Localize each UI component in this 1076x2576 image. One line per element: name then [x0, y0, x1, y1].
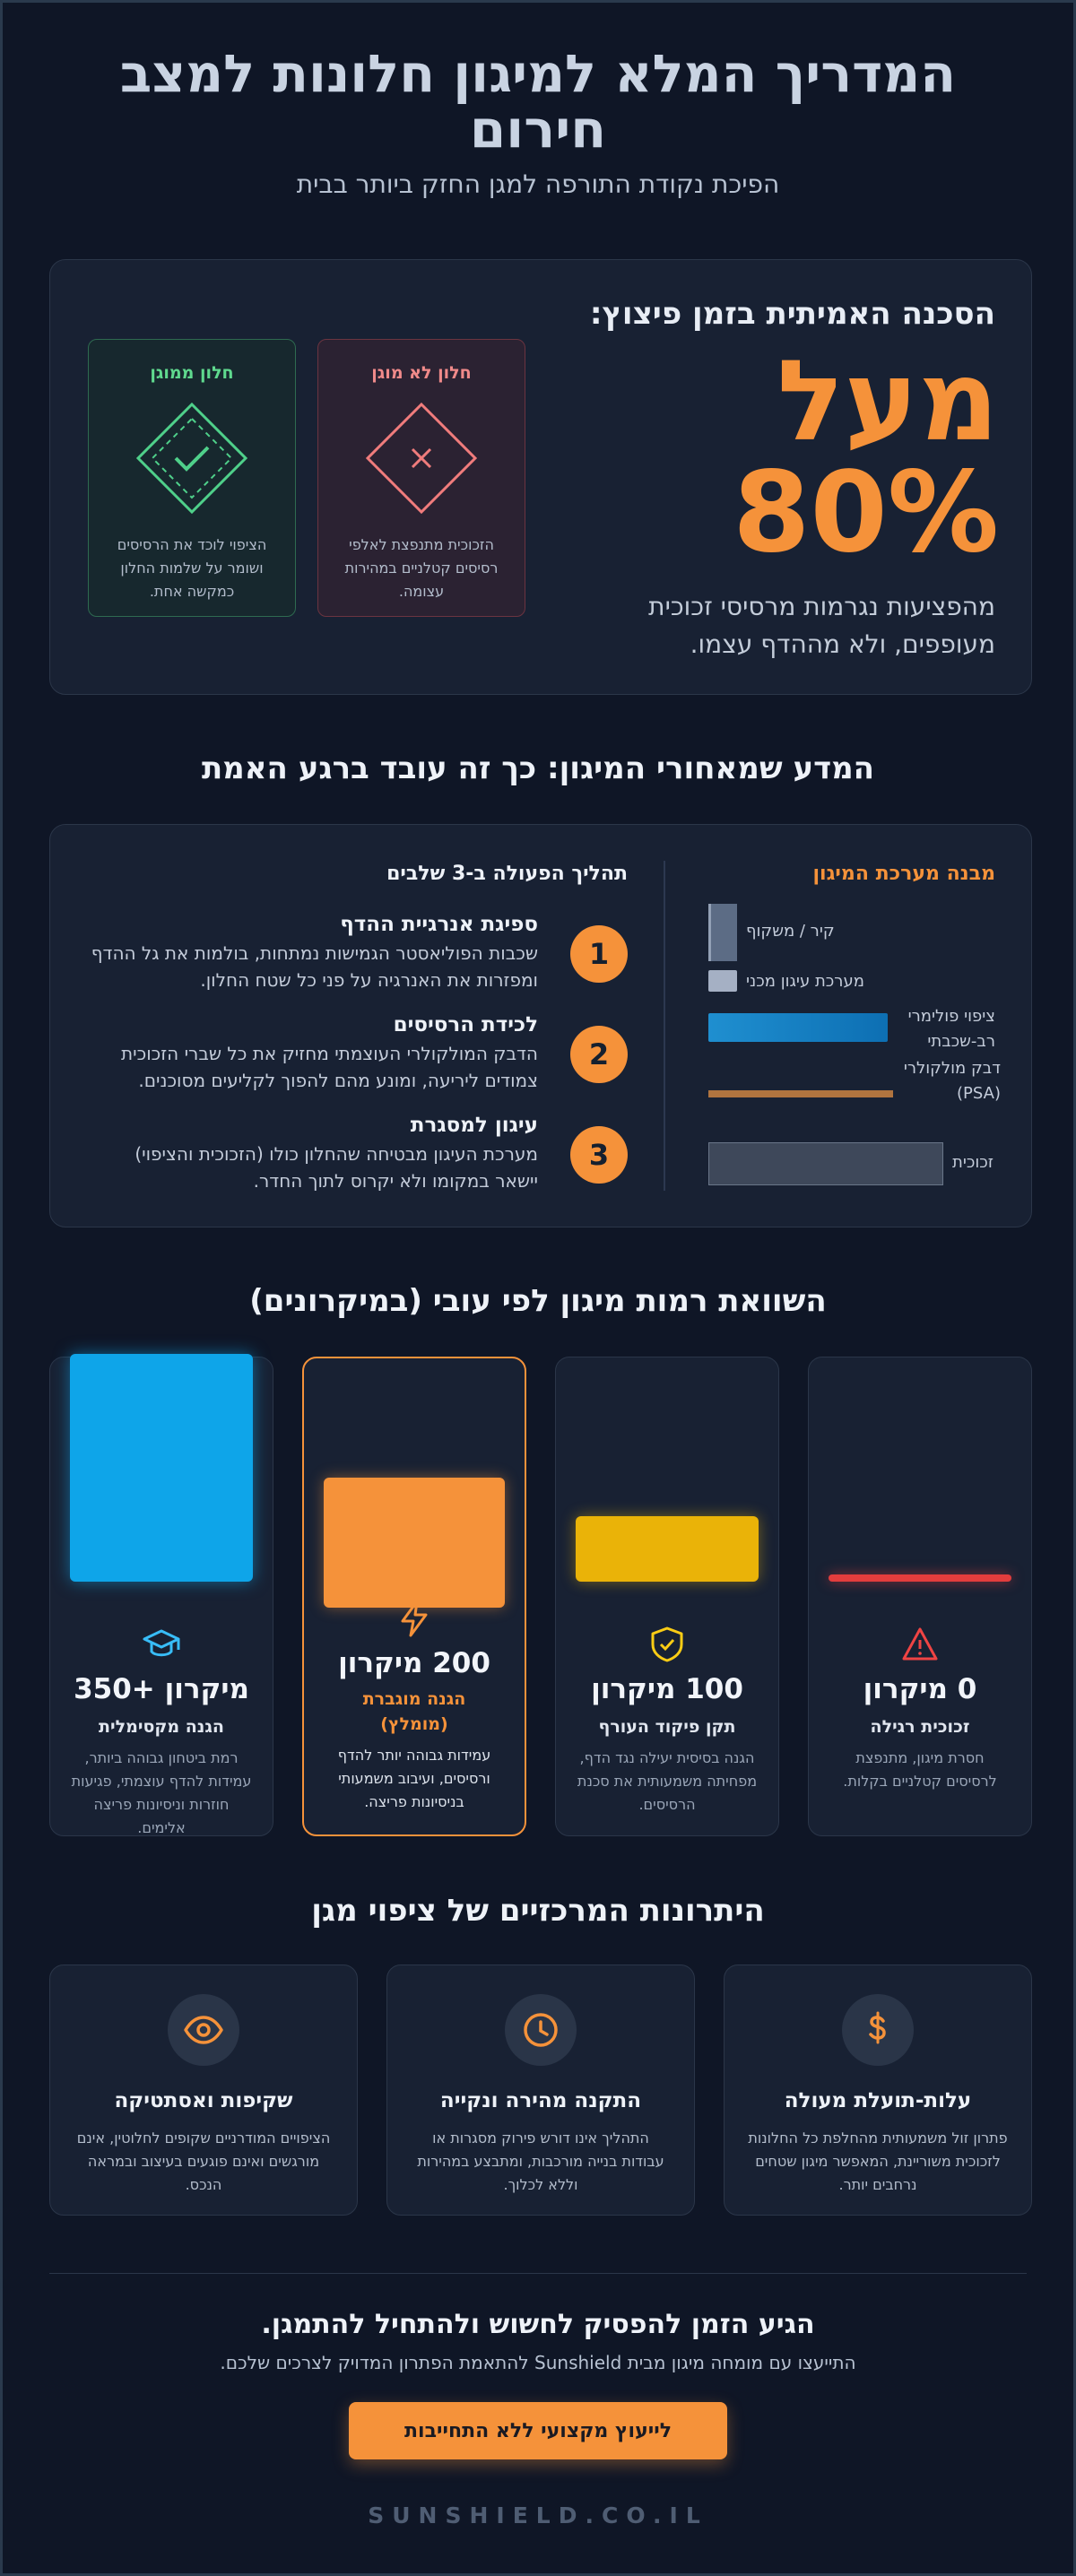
step-number: 2: [570, 1026, 628, 1083]
danger-card: הסכנה האמיתית בזמן פיצוץ: מעל 80% מהפציע…: [49, 259, 1032, 695]
cta-subtitle: התייעצו עם מומחה מיגון מבית Sunshield לה…: [220, 2352, 856, 2373]
dollar-icon: [869, 2011, 886, 2044]
structure-heading: מבנה מערכת המיגון: [812, 863, 996, 885]
level-description: חסרת מיגון, מתנפצת לרסיסים קטלניים בקלות…: [843, 1749, 997, 1790]
layer-glass: [708, 1142, 943, 1185]
level-value: 100 מיקרון: [591, 1673, 743, 1705]
advantage-title: התקנה מהירה ונקייה: [439, 2089, 642, 2112]
level-value: 0 מיקרון: [863, 1673, 977, 1705]
danger-heading: הסכנה האמיתית בזמן פיצוץ:: [589, 296, 995, 332]
level-name: זכוכית רגילה: [870, 1717, 970, 1737]
advantage-icon-wrap: [842, 1994, 914, 2066]
step-number: 1: [570, 925, 628, 983]
science-card: מבנה מערכת המיגון תהליך הפעולה ב-3 שלבים…: [49, 824, 1032, 1227]
danger-stat-prefix: מעל: [777, 337, 999, 466]
unprotected-window-panel: חלון לא מוגן הזכוכית מתנפצת לאלפי רסיסים…: [317, 339, 525, 617]
level-card-100-micron: 100 מיקרון תקן פיקוד העורף הגנה בסיסית י…: [555, 1357, 779, 1836]
shield-check-icon: [651, 1626, 683, 1662]
comparison-title: השוואת רמות מיגון לפי עובי (במיקרונים): [249, 1283, 827, 1319]
advantage-text: התהליך אינו דורש פירוק מסגרות או עבודות …: [417, 2129, 664, 2193]
level-description: רמת ביטחון גבוהה ביותר, עמידות להדף עוצמ…: [71, 1749, 252, 1836]
unprotected-window-title: חלון לא מוגן: [371, 363, 472, 383]
advantage-card-cost: עלות-תועלת מעולה פתרון זול משמעותית מהחל…: [724, 1965, 1032, 2216]
broken-glass-icon: [365, 402, 478, 515]
step-text: הדבק המולקולרי העוצמתי מחזיק את כל שברי …: [121, 1043, 538, 1091]
level-bar: [324, 1478, 505, 1608]
clock-icon: [524, 2013, 558, 2047]
level-bar: [70, 1354, 253, 1582]
advantages-title: היתרונות המרכזיים של ציפוי מגן: [311, 1893, 765, 1929]
advantage-card-install: התקנה מהירה ונקייה התהליך אינו דורש פירו…: [386, 1965, 695, 2216]
advantage-icon-wrap: [168, 1994, 239, 2066]
level-card-0-micron: 0 מיקרון זכוכית רגילה חסרת מיגון, מתנפצת…: [808, 1357, 1032, 1836]
layer-label-anchor: מערכת עיגון מכני: [746, 972, 864, 991]
level-name: הגנה מוגברת (מומלץ): [362, 1689, 466, 1734]
science-divider: [664, 861, 665, 1191]
protected-window-panel: חלון ממוגן הציפוי לוכד את הרסיסים ושומר …: [88, 339, 296, 617]
footer-brand[interactable]: SUNSHIELD.CO.IL: [368, 2502, 708, 2528]
page-title: המדריך המלא למיגון חלונות למצב חירום: [119, 43, 957, 160]
level-card-350-micron: 350+ מיקרון הגנה מקסימלית רמת ביטחון גבו…: [49, 1354, 273, 1836]
advantage-text: הציפויים המודרניים שקופים לחלוטין, אינם …: [76, 2129, 331, 2193]
danger-stat: מעל 80%: [733, 346, 999, 568]
layer-adhesive: [708, 1090, 893, 1097]
section-divider: [49, 2273, 1027, 2274]
science-title: המדע שמאחורי המיגון: כך זה עובד ברגע האמ…: [201, 750, 875, 786]
unprotected-window-text: הזכוכית מתנפצת לאלפי רסיסים קטלניים במהי…: [344, 536, 499, 600]
step-title: ספיגת אנרגיית ההדף: [340, 913, 538, 936]
page-subtitle: הפיכת נקודת התורפה למגן החזק ביותר בבית: [296, 169, 780, 199]
layer-label-adhesive: דבק מולקולרי (PSA): [903, 1059, 1001, 1103]
advantage-card-transparency: שקיפות ואסתטיקה הציפויים המודרניים שקופי…: [49, 1965, 358, 2216]
level-description: עמידות גבוהה יותר להדף ורסיסים, ועיבוב מ…: [337, 1747, 491, 1810]
step-title: עיגון למסגרת: [410, 1114, 538, 1137]
level-bar: [576, 1516, 759, 1582]
advantage-title: עלות-תועלת מעולה: [784, 2089, 972, 2112]
step-text: שכבות הפוליאסטר הגמישות נמתחות, בולמות א…: [91, 942, 538, 991]
advantage-icon-wrap: [505, 1994, 577, 2066]
danger-stat-value: 80%: [733, 448, 999, 577]
layer-label-glass: זכוכית: [952, 1153, 994, 1172]
level-bar: [829, 1574, 1011, 1582]
layer-label-wall: קיר / משקוף: [746, 922, 835, 941]
level-card-200-micron: 200 מיקרון הגנה מוגברת (מומלץ) עמידות גב…: [302, 1357, 526, 1836]
advantage-title: שקיפות ואסתטיקה: [114, 2089, 293, 2112]
layer-wall: [708, 904, 737, 961]
step-title: לכידת הרסיסים: [393, 1013, 538, 1036]
level-name: הגנה מקסימלית: [99, 1717, 224, 1737]
protected-glass-icon: [135, 402, 248, 515]
layer-film: [708, 1013, 888, 1042]
warning-icon: [902, 1627, 938, 1661]
level-name: תקן פיקוד העורף: [598, 1717, 736, 1737]
advantage-text: פתרון זול משמעותית מהחלפת כל החלונות לזכ…: [748, 2129, 1008, 2193]
level-value: 200 מיקרון: [338, 1647, 490, 1679]
consultation-button[interactable]: לייעוץ מקצועי ללא התחייבות: [349, 2402, 727, 2459]
protected-window-text: הציפוי לוכד את הרסיסים ושומר על שלמות הח…: [117, 536, 267, 600]
layer-label-film: ציפוי פולימרי רב-שכבתי: [907, 1007, 995, 1051]
graduation-cap-icon: [143, 1629, 180, 1657]
step-text: מערכת העיגון מבטיחה שהחלון כולו (הזכוכית…: [134, 1143, 538, 1192]
layer-anchor: [708, 970, 737, 992]
level-description: הגנה בסיסית יעילה נגד הדף, מפחיתה משמעות…: [577, 1749, 758, 1813]
step-number: 3: [570, 1126, 628, 1184]
danger-description: מהפציעות נגרמות מרסיסי זכוכית מעופפים, ו…: [648, 592, 995, 659]
protected-window-title: חלון ממוגן: [150, 363, 234, 383]
lightning-icon: [401, 1600, 428, 1637]
cta-title: הגיע הזמן להפסיק לחשוש ולהתחיל להתמגן.: [261, 2309, 815, 2340]
process-heading: תהליך הפעולה ב-3 שלבים: [386, 863, 628, 885]
eye-icon: [184, 2016, 223, 2044]
level-value: 350+ מיקרון: [74, 1673, 249, 1705]
